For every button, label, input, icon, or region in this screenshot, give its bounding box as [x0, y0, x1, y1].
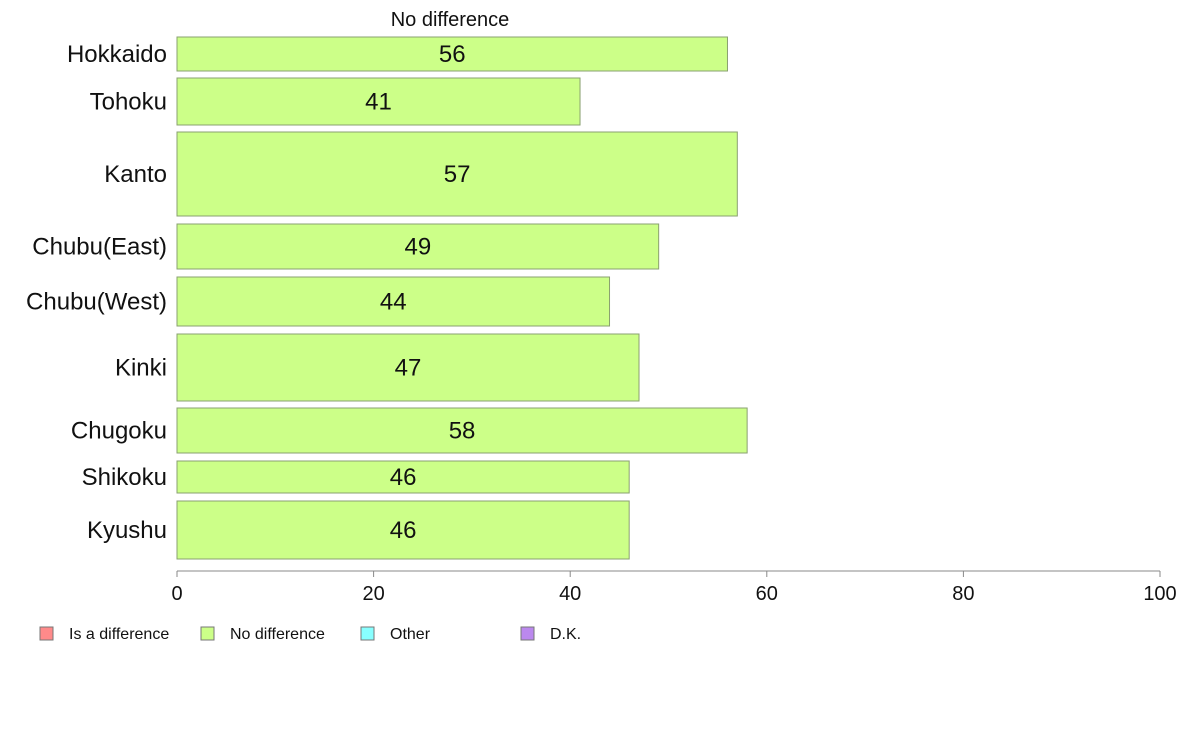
legend-swatch	[39, 626, 54, 641]
legend-label: D.K.	[550, 626, 581, 643]
x-tick-label: 40	[559, 583, 581, 605]
category-label: Chubu(East)	[32, 234, 167, 261]
x-axis: 0 20 40 60 80 100	[171, 570, 1177, 605]
legend-swatch	[200, 626, 215, 641]
category-label: Chugoku	[71, 418, 167, 445]
legend-label: Is a difference	[69, 626, 169, 643]
bar-value-label: 57	[444, 161, 471, 188]
bar-value-label: 41	[365, 89, 392, 116]
category-label: Tohoku	[90, 89, 167, 116]
bar-chugoku	[176, 407, 748, 454]
bars-group: Hokkaido 56 Tohoku 41 Kanto 57 Chubu(East) 49 Ch…	[26, 36, 748, 560]
bar-kyushu	[176, 500, 630, 560]
category-label: Shikoku	[82, 464, 167, 491]
bar-kinki	[176, 333, 640, 402]
legend: Is a difference No difference Other D.K.	[39, 626, 581, 643]
bar-tohoku	[176, 77, 581, 126]
chart-title: No difference	[391, 9, 510, 31]
bar-hokkaido	[176, 36, 728, 72]
category-label: Kanto	[104, 161, 167, 188]
bar-value-label: 49	[404, 234, 431, 261]
x-tick-label: 80	[952, 583, 974, 605]
x-tick-label: 100	[1143, 583, 1176, 605]
legend-label: Other	[390, 626, 431, 643]
bar-value-label: 56	[439, 41, 466, 68]
bar-shikoku	[176, 460, 630, 494]
bar-chubu-east-	[176, 223, 660, 270]
bar-value-label: 46	[390, 464, 417, 491]
legend-swatch	[520, 626, 535, 641]
category-label: Kyushu	[87, 517, 167, 544]
legend-swatch	[360, 626, 375, 641]
legend-label: No difference	[230, 626, 325, 643]
category-label: Kinki	[115, 355, 167, 382]
bar-value-label: 46	[390, 517, 417, 544]
bar-kanto	[176, 131, 738, 217]
bar-value-label: 58	[449, 418, 476, 445]
category-label: Hokkaido	[67, 41, 167, 68]
category-label: Chubu(West)	[26, 289, 167, 316]
x-tick-label: 0	[171, 583, 182, 605]
bar-value-label: 44	[380, 289, 407, 316]
bar-value-label: 47	[395, 355, 422, 382]
x-tick-label: 60	[756, 583, 778, 605]
bar-chubu-west-	[176, 276, 611, 327]
x-tick-label: 20	[362, 583, 384, 605]
